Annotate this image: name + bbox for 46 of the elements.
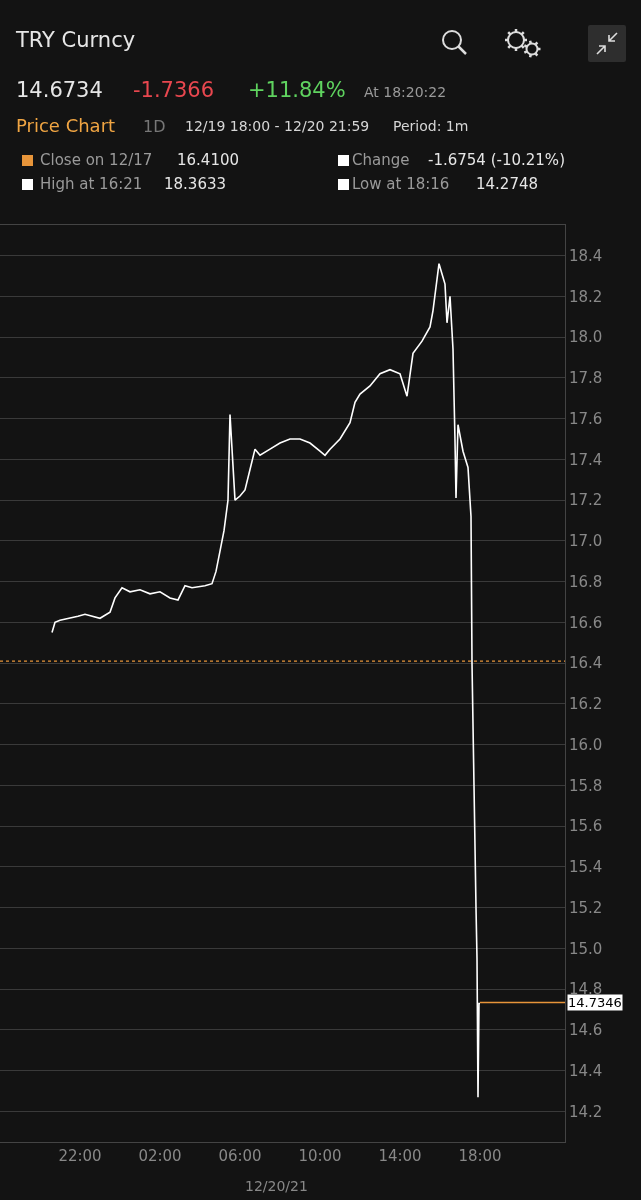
x-tick-label: 02:00 (138, 1147, 182, 1165)
x-tick-label: 06:00 (218, 1147, 262, 1165)
x-tick-label: 14:00 (378, 1147, 422, 1165)
text: -1.6754 (-10.21%) (428, 151, 565, 169)
text: 1D (143, 117, 166, 136)
text: 18.3633 (164, 175, 227, 193)
text: High at 16:21 (40, 175, 143, 193)
y-tick-label: 18.0 (569, 328, 603, 347)
text: 12/20/21 (245, 1178, 308, 1194)
x-tick-label: 22:00 (58, 1147, 102, 1165)
y-tick-label: 16.8 (569, 572, 603, 591)
y-tick-label: 18.2 (569, 287, 603, 306)
y-tick-label: 16.6 (569, 613, 603, 632)
y-tick-label: 18.4 (569, 246, 603, 265)
y-tick-label: 17.8 (569, 369, 603, 388)
y-tick-label: 17.4 (569, 450, 603, 469)
text: 12/19 18:00 - 12/20 21:59 (185, 118, 370, 134)
y-tick-label: 14.6 (569, 1021, 603, 1040)
text: Price Chart (16, 115, 116, 136)
y-tick-label: 15.6 (569, 817, 603, 836)
y-tick-label: 17.6 (569, 409, 603, 428)
y-tick-label: 15.2 (569, 898, 603, 917)
y-tick-label: 15.4 (569, 858, 603, 877)
x-tick-label: 10:00 (298, 1147, 342, 1165)
text: Close on 12/17 (40, 151, 153, 169)
text: -1.7366 (133, 78, 215, 102)
x-tick-label: 18:00 (458, 1147, 502, 1165)
y-tick-label: 17.0 (569, 532, 603, 551)
text: +11.84% (248, 78, 346, 102)
text: 14.2748 (476, 175, 539, 193)
ref-line-label: 14.7346 (568, 995, 622, 1010)
y-tick-label: 16.0 (569, 735, 603, 754)
y-tick-label: 15.8 (569, 776, 603, 795)
text: 16.4100 (177, 151, 240, 169)
chart-title: TRY Curncy (16, 28, 136, 52)
text: At 18:20:22 (364, 84, 447, 100)
y-tick-label: 17.2 (569, 491, 603, 510)
y-tick-label: 16.4 (569, 654, 603, 673)
text: Change (352, 151, 410, 169)
text: Period: 1m (393, 118, 469, 134)
y-tick-label: 15.0 (569, 939, 603, 958)
y-tick-label: 14.4 (569, 1061, 603, 1080)
y-tick-label: 14.2 (569, 1102, 603, 1121)
text: Low at 18:16 (352, 175, 450, 193)
text: 14.6734 (16, 78, 103, 102)
y-tick-label: 16.2 (569, 695, 603, 714)
